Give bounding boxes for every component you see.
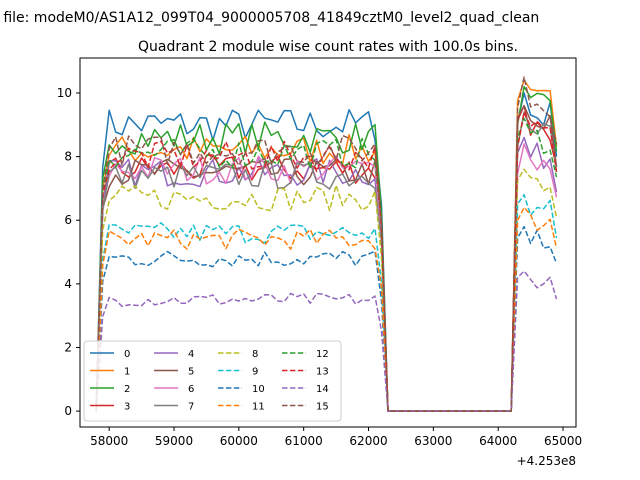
legend-label-9: 9 — [252, 367, 258, 378]
legend-label-6: 6 — [188, 384, 194, 395]
y-tick-label: 6 — [64, 213, 72, 227]
series-line-12 — [95, 117, 558, 412]
x-tick-label: 60000 — [220, 434, 258, 448]
legend-label-4: 4 — [188, 349, 194, 360]
y-tick-label: 10 — [57, 86, 72, 100]
legend-label-1: 1 — [124, 367, 130, 378]
y-tick-label: 8 — [64, 150, 72, 164]
legend-label-12: 12 — [316, 349, 329, 360]
series-line-11 — [95, 206, 558, 412]
series-line-14 — [95, 270, 558, 412]
x-tick-label: 64000 — [479, 434, 517, 448]
series-line-8 — [95, 168, 558, 412]
legend-label-0: 0 — [124, 349, 130, 360]
y-tick-label: 4 — [64, 277, 72, 291]
legend-label-14: 14 — [316, 384, 329, 395]
x-tick-label: 59000 — [155, 434, 193, 448]
legend-label-8: 8 — [252, 349, 258, 360]
chart-title: Quadrant 2 module wise count rates with … — [138, 39, 518, 55]
x-tick-label: 63000 — [414, 434, 452, 448]
plot-frame — [79, 57, 577, 428]
legend-label-5: 5 — [188, 367, 194, 378]
legend-label-2: 2 — [124, 384, 130, 395]
legend-label-7: 7 — [188, 402, 194, 413]
x-tick-label: 62000 — [349, 434, 387, 448]
y-tick-label: 2 — [64, 340, 72, 354]
series-line-15 — [95, 76, 558, 412]
x-tick-label: 61000 — [285, 434, 323, 448]
y-axis: 0 2 4 6 8 10 — [57, 86, 80, 418]
series-lines — [95, 76, 558, 412]
figure-suptitle: n file: modeM0/AS1A12_099T04_9000005708_… — [0, 10, 539, 26]
legend-label-10: 10 — [252, 384, 265, 395]
x-offset-label: +4.253e8 — [517, 454, 576, 468]
legend-label-13: 13 — [316, 367, 329, 378]
legend-label-15: 15 — [316, 402, 329, 413]
x-axis: 58000 59000 60000 61000 62000 63000 64000 65000 — [90, 427, 582, 448]
legend-box — [83, 340, 342, 422]
x-tick-label: 65000 — [544, 434, 582, 448]
legend-label-11: 11 — [252, 402, 265, 413]
legend-label-3: 3 — [124, 402, 130, 413]
x-tick-label: 58000 — [90, 434, 128, 448]
y-tick-label: 0 — [64, 404, 72, 418]
